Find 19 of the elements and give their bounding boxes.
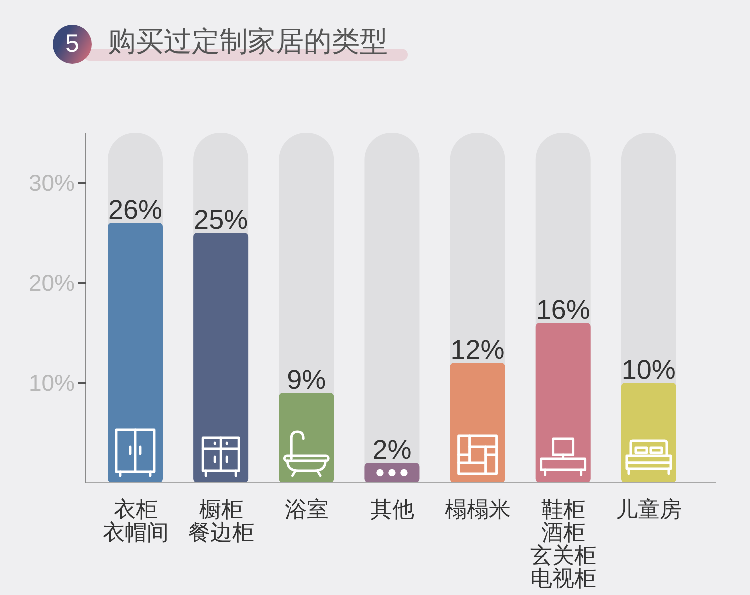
x-tick-label: 橱柜餐边柜	[188, 497, 254, 545]
text: 5	[64, 29, 80, 60]
y-tick-label: 10%	[28, 370, 75, 396]
data-label: 26%	[108, 195, 163, 225]
x-tick-label: 鞋柜酒柜玄关柜电视柜	[530, 497, 597, 591]
data-label: 10%	[622, 355, 676, 385]
y-tick-label: 30%	[28, 170, 75, 196]
x-tick-label: 儿童房	[616, 497, 682, 522]
data-label: 9%	[287, 365, 326, 395]
data-label: 2%	[372, 435, 412, 465]
data-label: 16%	[536, 295, 590, 325]
chart-title: 购买过定制家居的类型	[108, 25, 388, 59]
x-tick-label: 榻榻米	[445, 497, 512, 522]
x-tick-label: 衣柜衣帽间	[102, 497, 169, 545]
data-label: 12%	[450, 335, 505, 365]
x-tick-label: 浴室	[284, 497, 329, 522]
data-label: 25%	[194, 205, 248, 235]
x-tick-label: 其他	[370, 497, 414, 522]
y-tick-label: 20%	[28, 270, 75, 296]
